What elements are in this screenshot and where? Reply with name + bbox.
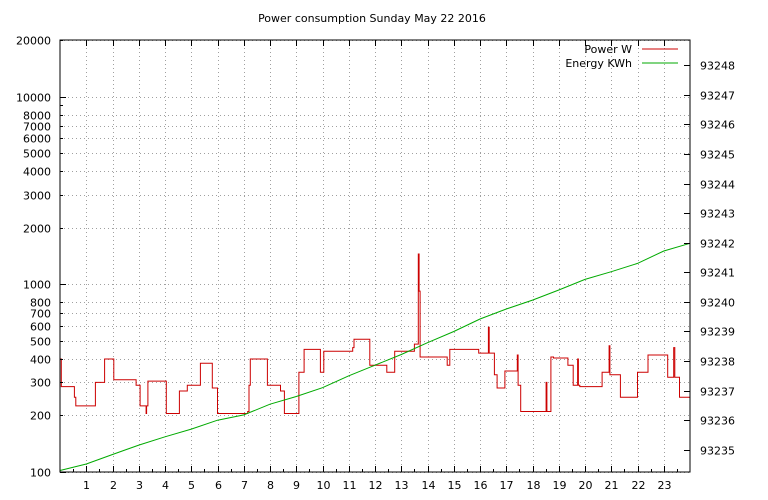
y-left-tick-label: 800 <box>30 297 51 310</box>
chart-title: Power consumption Sunday May 22 2016 <box>258 12 486 25</box>
y-left-tick-label: 4000 <box>23 166 51 179</box>
x-tick-label: 1 <box>83 479 90 492</box>
x-tick-label: 19 <box>553 479 567 492</box>
x-tick-label: 2 <box>110 479 117 492</box>
x-tick-label: 8 <box>267 479 274 492</box>
y-right-tick-label: 93248 <box>700 60 735 73</box>
x-tick-label: 20 <box>579 479 593 492</box>
x-tick-label: 14 <box>422 479 436 492</box>
legend: Power W Energy KWh <box>565 43 678 70</box>
x-tick-label: 5 <box>188 479 195 492</box>
y-left-tick-label: 700 <box>30 308 51 321</box>
y-right-tick-label: 93238 <box>700 356 735 369</box>
x-tick-label: 22 <box>632 479 646 492</box>
plot-series <box>59 242 691 471</box>
y-right-tick-label: 93239 <box>700 326 735 339</box>
y-left-tick-label: 5000 <box>23 148 51 161</box>
y-left-tick-label: 500 <box>30 336 51 349</box>
y-left-tick-label: 300 <box>30 377 51 390</box>
x-tick-label: 17 <box>500 479 514 492</box>
y-right-tick-label: 93245 <box>700 149 735 162</box>
y-right-tick-label: 93242 <box>700 238 735 251</box>
y-left-tick-label: 10000 <box>16 92 51 105</box>
grid-lines <box>60 40 690 473</box>
y-right-tick-label: 93243 <box>700 208 735 221</box>
y-right-tick-label: 93236 <box>700 415 735 428</box>
y-right-tick-label: 93241 <box>700 267 735 280</box>
y-left-tick-label: 2000 <box>23 223 51 236</box>
x-tick-label: 10 <box>317 479 331 492</box>
y-left-tick-label: 1000 <box>23 279 51 292</box>
x-tick-label: 13 <box>395 479 409 492</box>
y-right-tick-label: 93237 <box>700 386 735 399</box>
y-right-tick-label: 93246 <box>700 119 735 132</box>
power-series-line <box>60 253 690 414</box>
y-left-tick-label: 600 <box>30 321 51 334</box>
x-tick-label: 21 <box>605 479 619 492</box>
y-right-tick-label: 93235 <box>700 445 735 458</box>
x-tick-label: 15 <box>448 479 462 492</box>
x-tick-label: 23 <box>658 479 672 492</box>
x-tick-label: 18 <box>527 479 541 492</box>
y-right-tick-label: 93247 <box>700 90 735 103</box>
y-right-tick-label: 93240 <box>700 297 735 310</box>
y-left-tick-label: 100 <box>30 467 51 480</box>
y-left-tick-label: 200 <box>30 410 51 423</box>
x-tick-label: 9 <box>293 479 300 492</box>
legend-label-power: Power W <box>584 43 632 56</box>
y-left-tick-label: 6000 <box>23 133 51 146</box>
x-tick-label: 7 <box>241 479 248 492</box>
x-tick-label: 16 <box>474 479 488 492</box>
y-left-tick-label: 7000 <box>23 121 51 134</box>
legend-label-energy: Energy KWh <box>565 57 632 70</box>
y-left-tick-label: 3000 <box>23 190 51 203</box>
x-tick-label: 4 <box>162 479 169 492</box>
y-right-tick-label: 93244 <box>700 179 735 192</box>
energy-series-line <box>59 242 691 471</box>
x-tick-label: 6 <box>215 479 222 492</box>
y-left-tick-label: 400 <box>30 354 51 367</box>
y-left-tick-label: 20000 <box>16 35 51 48</box>
y-left-tick-label: 8000 <box>23 110 51 123</box>
x-tick-label: 11 <box>343 479 357 492</box>
x-tick-label: 12 <box>369 479 383 492</box>
axis-ticks: 1 2 3 4 5 6 7 8 9 10 11 12 13 14 15 16 17 18 19 20 21 22 23100… <box>16 35 735 493</box>
x-tick-label: 3 <box>136 479 143 492</box>
